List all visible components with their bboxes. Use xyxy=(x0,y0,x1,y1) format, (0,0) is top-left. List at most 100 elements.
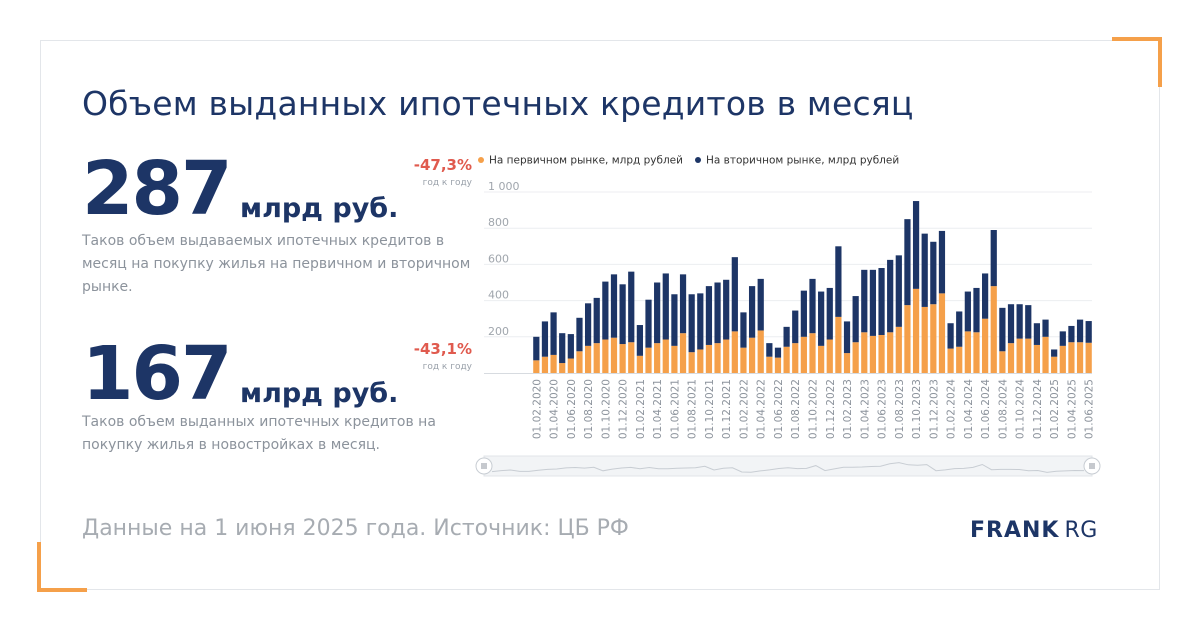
x-tick-label: 01.12.2023 xyxy=(928,379,940,439)
brand-logo: FRANK RG xyxy=(970,520,1098,542)
bar-primary xyxy=(628,342,635,373)
y-tick-label: 1 000 xyxy=(488,180,520,193)
bar-primary xyxy=(973,332,980,373)
bar-secondary xyxy=(757,278,764,331)
bar-secondary xyxy=(826,287,833,340)
x-tick-label: 01.04.2020 xyxy=(549,379,561,439)
bar-secondary xyxy=(1085,321,1092,343)
x-tick-label: 01.02.2023 xyxy=(842,379,854,439)
y-tick-label: 800 xyxy=(488,216,509,229)
bar-secondary xyxy=(852,296,859,343)
bar-secondary xyxy=(878,268,885,335)
bar-primary xyxy=(766,356,773,373)
bar-primary xyxy=(1068,342,1075,373)
bar-secondary xyxy=(938,230,946,294)
bar-secondary xyxy=(1059,331,1066,346)
x-tick-label: 01.06.2025 xyxy=(1084,379,1096,439)
bar-secondary xyxy=(636,325,643,356)
bar-secondary xyxy=(809,278,816,334)
stat-primary-value: 167 xyxy=(82,331,232,417)
bar-secondary xyxy=(740,312,747,348)
stat-primary-change: -43,1% xyxy=(413,340,472,358)
bar-primary xyxy=(619,344,626,373)
bar-secondary xyxy=(912,201,920,289)
bar-secondary xyxy=(619,284,626,345)
bar-secondary xyxy=(947,323,954,349)
stat-primary-unit: млрд руб. xyxy=(240,378,399,409)
x-tick-label: 01.08.2024 xyxy=(997,379,1009,439)
x-tick-label: 01.10.2024 xyxy=(1015,379,1027,439)
bar-secondary xyxy=(887,259,894,333)
bar-primary xyxy=(1076,342,1084,373)
bar-primary xyxy=(740,347,747,373)
x-tick-label: 01.12.2024 xyxy=(1032,379,1044,439)
bar-primary xyxy=(610,337,618,373)
x-tick-label: 01.10.2021 xyxy=(704,379,716,439)
bar-primary xyxy=(947,348,954,373)
bar-primary xyxy=(602,339,609,373)
stat-primary-description: Таков объем выданных ипотечных кредитов … xyxy=(82,414,436,453)
x-tick-label: 01.08.2020 xyxy=(583,379,595,439)
bar-primary xyxy=(826,339,833,373)
bar-primary xyxy=(1042,336,1049,373)
x-tick-label: 01.08.2023 xyxy=(894,379,906,439)
bar-secondary xyxy=(964,291,971,332)
bar-secondary xyxy=(982,273,989,319)
bar-secondary xyxy=(567,334,574,359)
bar-primary xyxy=(688,352,695,373)
stat-total-unit: млрд руб. xyxy=(240,193,399,224)
bar-primary xyxy=(714,343,721,373)
bar-secondary xyxy=(990,230,997,287)
x-tick-label: 01.10.2023 xyxy=(911,379,923,439)
bar-primary xyxy=(930,304,937,373)
bar-primary xyxy=(809,333,816,373)
navigator-track[interactable] xyxy=(483,455,1093,477)
bar-secondary xyxy=(593,297,600,344)
bar-primary xyxy=(679,333,687,373)
x-tick-label: 01.06.2021 xyxy=(669,379,681,439)
bar-secondary xyxy=(645,299,652,348)
x-tick-label: 01.06.2024 xyxy=(980,379,992,439)
bar-primary xyxy=(593,343,600,373)
bar-secondary xyxy=(541,321,549,357)
x-tick-label: 01.04.2024 xyxy=(963,379,975,439)
bar-secondary xyxy=(843,321,851,354)
bar-secondary xyxy=(1076,319,1084,343)
bar-primary xyxy=(567,358,574,373)
corner-decoration-bottom-left xyxy=(37,542,87,592)
bar-primary xyxy=(671,345,678,373)
bar-secondary xyxy=(1016,304,1023,339)
bar-primary xyxy=(662,339,669,373)
legend-label-2: На вторичном рынке, млрд рублей xyxy=(706,155,899,167)
bar-primary xyxy=(869,335,877,373)
x-tick-label: 01.02.2025 xyxy=(1049,379,1061,439)
bar-secondary xyxy=(895,255,902,327)
bar-secondary xyxy=(792,310,799,344)
bar-primary xyxy=(792,343,799,373)
x-tick-label: 01.12.2020 xyxy=(618,379,630,439)
bar-primary xyxy=(636,355,643,373)
bar-secondary xyxy=(679,274,687,334)
mortgage-bar-chart: На первичном рынке, млрд рублей На вторич… xyxy=(475,155,1101,477)
bar-primary xyxy=(843,353,851,373)
bar-primary xyxy=(550,354,557,373)
bar-primary xyxy=(774,357,782,373)
x-tick-label: 01.12.2021 xyxy=(721,379,733,439)
y-tick-label: 600 xyxy=(488,252,509,265)
bar-primary xyxy=(852,342,859,373)
bar-primary xyxy=(835,316,842,373)
bar-secondary xyxy=(714,282,721,344)
legend-marker-2 xyxy=(695,157,701,163)
x-tick-label: 01.02.2022 xyxy=(738,379,750,439)
x-tick-label: 01.04.2025 xyxy=(1066,379,1078,439)
bar-secondary xyxy=(723,279,730,340)
x-tick-label: 01.12.2022 xyxy=(825,379,837,439)
bar-secondary xyxy=(654,282,661,344)
bar-secondary xyxy=(662,273,669,340)
bar-primary xyxy=(938,293,946,373)
bar-secondary xyxy=(835,246,842,317)
card-frame xyxy=(40,40,1160,590)
bar-primary xyxy=(654,343,661,373)
bar-secondary xyxy=(602,281,609,340)
bar-secondary xyxy=(705,286,713,345)
